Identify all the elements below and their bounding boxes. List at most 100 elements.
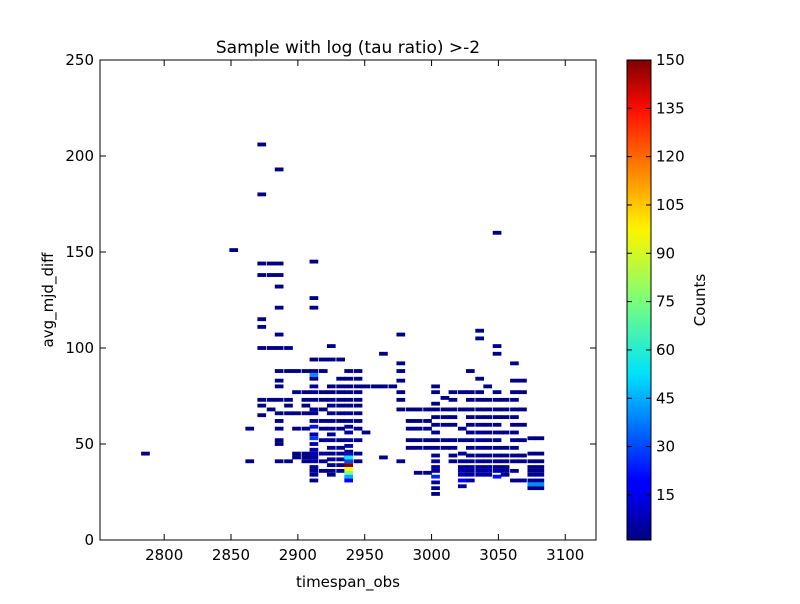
- heatmap-cell: [318, 397, 328, 402]
- heatmap-cell: [492, 351, 502, 356]
- heatmap-cell: [510, 415, 519, 420]
- heatmap-cell: [492, 459, 502, 464]
- heatmap-cell: [535, 486, 545, 491]
- heatmap-cell: [492, 438, 502, 443]
- heatmap-cell: [465, 397, 475, 402]
- heatmap-cell: [431, 468, 440, 473]
- heatmap-cell: [465, 415, 475, 420]
- heatmap-cell: [245, 426, 255, 431]
- heatmap-cell: [336, 463, 345, 468]
- heatmap-cell: [492, 445, 502, 450]
- heatmap-cell: [423, 426, 432, 431]
- heatmap-cell: [353, 411, 363, 416]
- heatmap-cell: [257, 346, 267, 350]
- heatmap-cell: [326, 403, 336, 408]
- heatmap-cell: [309, 468, 319, 473]
- heatmap-cell: [492, 465, 502, 469]
- heatmap-cell: [483, 468, 493, 473]
- heatmap-cell: [274, 426, 284, 431]
- heatmap-cell: [423, 445, 432, 450]
- colorbar-ticks: 15 30 45 60 75 90 105 120 135 150: [627, 51, 685, 504]
- heatmap-cell: [388, 384, 398, 389]
- heatmap-cell: [500, 465, 510, 469]
- heatmap-cell: [465, 430, 475, 435]
- heatmap-cell: [475, 407, 485, 412]
- heatmap-cell: [318, 369, 328, 373]
- heatmap-cell: [535, 451, 545, 456]
- heatmap-cell: [257, 413, 267, 418]
- heatmap-cell: [431, 486, 440, 491]
- heatmap-cell: [336, 451, 345, 456]
- heatmap-cell: [274, 284, 284, 289]
- heatmap-cell: [475, 459, 485, 464]
- heatmap-cell: [457, 465, 467, 469]
- heatmap-cell: [274, 419, 284, 423]
- heatmap-cell: [440, 407, 450, 412]
- heatmap-cell: [423, 470, 432, 475]
- heatmap-cell: [475, 465, 485, 469]
- heatmap-cell: [518, 390, 527, 395]
- heatmap-cell: [292, 411, 301, 416]
- heatmap-cell: [475, 397, 485, 402]
- heatmap-cell: [492, 230, 502, 235]
- heatmap-cell: [396, 397, 406, 402]
- heatmap-cell: [318, 468, 328, 473]
- heatmap-cell: [353, 459, 363, 464]
- heatmap-cell: [326, 344, 336, 348]
- heatmap-cell: [492, 397, 502, 402]
- heatmap-cell: [457, 484, 467, 489]
- heatmap-cell: [535, 468, 545, 473]
- heatmap-cell: [336, 357, 345, 362]
- heatmap-cell: [284, 459, 293, 464]
- heatmap-cell: [353, 369, 363, 373]
- heatmap-cell: [440, 396, 450, 400]
- heatmap-cell: [336, 403, 345, 408]
- heatmap-cell: [396, 378, 406, 383]
- heatmap-cell: [274, 273, 284, 277]
- heatmap-cell: [266, 397, 276, 402]
- heatmap-cell: [483, 397, 493, 402]
- heatmap-cell: [318, 438, 328, 443]
- heatmap-cell: [535, 472, 545, 477]
- heatmap-cell: [353, 403, 363, 408]
- x-tick-label: 2800: [145, 546, 183, 564]
- heatmap-cell: [448, 422, 458, 427]
- heatmap-cell: [465, 422, 475, 427]
- heatmap-cell: [284, 403, 293, 408]
- x-axis-label: timespan_obs: [296, 573, 400, 592]
- heatmap-cell: [510, 378, 519, 383]
- heatmap-cell: [500, 453, 510, 458]
- heatmap-cell: [326, 463, 336, 468]
- heatmap-cell: [457, 451, 467, 456]
- heatmap-cell: [344, 449, 354, 454]
- heatmap-cell: [431, 422, 440, 427]
- heatmap-cell: [518, 478, 527, 483]
- heatmap-cell: [266, 346, 276, 350]
- heatmap-cell: [353, 451, 363, 456]
- colorbar-tick-label: 15: [656, 486, 675, 504]
- heatmap-cell: [483, 472, 493, 477]
- heatmap-cell: [492, 390, 502, 395]
- heatmap-cell: [344, 455, 354, 460]
- heatmap-cell: [274, 369, 284, 373]
- heatmap-cell: [229, 248, 239, 252]
- heatmap-cell: [475, 422, 485, 427]
- heatmap-cell: [431, 407, 440, 412]
- heatmap-cell: [318, 426, 328, 431]
- heatmap-cell: [336, 390, 345, 395]
- heatmap-cell: [396, 361, 406, 366]
- heatmap-cell: [292, 390, 301, 395]
- heatmap-cell: [527, 478, 537, 483]
- heatmap-cell: [309, 472, 319, 477]
- heatmap-cell: [448, 438, 458, 443]
- heatmap-cell: [344, 438, 354, 443]
- heatmap-cell: [492, 415, 502, 420]
- heatmap-cell: [492, 453, 502, 458]
- heatmap-cell: [336, 457, 345, 462]
- heatmap-cell: [274, 411, 284, 416]
- heatmap-cell: [274, 332, 284, 337]
- heatmap-cell: [344, 384, 354, 389]
- heatmap-cell: [492, 474, 502, 479]
- heatmap-cell: [405, 419, 415, 423]
